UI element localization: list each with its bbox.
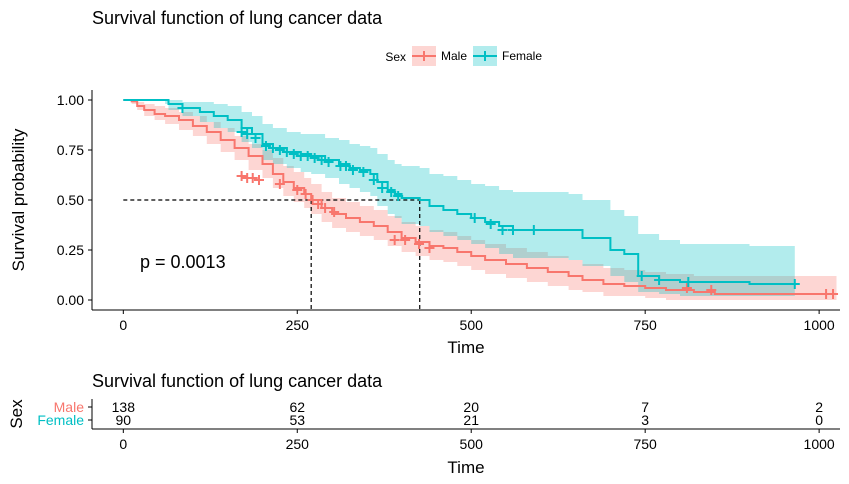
female-censor-mark xyxy=(260,141,271,151)
risk-count-female: 21 xyxy=(463,412,479,428)
male-censor-mark xyxy=(274,179,285,189)
x-tick-label: 750 xyxy=(633,317,657,333)
female-censor-mark xyxy=(507,225,518,235)
risk-count-female: 53 xyxy=(289,412,305,428)
female-censor-mark xyxy=(250,133,261,143)
legend-item-female: Female xyxy=(473,46,542,66)
female-survival-line xyxy=(123,99,795,285)
female-censor-mark xyxy=(236,127,247,137)
female-censor-mark xyxy=(683,277,694,287)
male-censor-mark xyxy=(706,285,717,295)
legend-key-censor xyxy=(419,51,429,61)
male-censor-mark xyxy=(389,235,400,245)
male-censor-mark xyxy=(253,175,264,185)
legend: Sex Male Female xyxy=(385,46,542,66)
y-tick-label: 0.50 xyxy=(57,192,84,208)
risk-table: Survival function of lung cancer data Ma… xyxy=(7,371,840,477)
female-confidence-band xyxy=(123,100,795,296)
risk-table-title: Survival function of lung cancer data xyxy=(92,371,383,391)
female-censor-mark xyxy=(393,191,404,201)
male-censor-mark xyxy=(400,235,411,245)
female-censor-mark xyxy=(347,165,358,175)
female-censor-mark xyxy=(323,157,334,167)
female-censor-mark xyxy=(340,161,351,171)
female-censor-mark xyxy=(528,225,539,235)
risk-count-male: 138 xyxy=(112,399,136,415)
female-censor-mark xyxy=(358,167,369,177)
p-value-annotation: p = 0.0013 xyxy=(140,252,226,272)
risk-x-tick-label: 0 xyxy=(119,436,127,452)
female-censor-mark xyxy=(377,183,388,193)
male-censor-mark xyxy=(329,207,340,217)
x-tick-label: 1000 xyxy=(804,317,835,333)
female-censor-mark xyxy=(177,103,188,113)
main-title: Survival function of lung cancer data xyxy=(92,8,383,28)
legend-key-censor xyxy=(480,51,490,61)
risk-x-tick-label: 750 xyxy=(633,436,657,452)
y-axis-label: Survival probability xyxy=(9,128,28,271)
male-censor-mark xyxy=(247,173,258,183)
male-confidence-band xyxy=(123,100,837,300)
risk-count-female: 3 xyxy=(641,412,649,428)
female-censor-mark xyxy=(281,147,292,157)
legend-item-male: Male xyxy=(412,46,467,66)
y-tick-label: 0.00 xyxy=(57,292,84,308)
male-censor-mark xyxy=(313,199,324,209)
risk-row-label-male: Male xyxy=(54,399,85,415)
risk-table-x-label: Time xyxy=(447,458,484,477)
y-tick-label: 0.75 xyxy=(57,142,84,158)
male-censor-mark xyxy=(828,289,839,299)
male-censor-mark xyxy=(320,203,331,213)
legend-title: Sex xyxy=(385,50,406,64)
male-censor-mark xyxy=(300,189,311,199)
risk-table-y-label: Sex xyxy=(7,399,26,429)
female-censor-mark xyxy=(302,151,313,161)
x-tick-label: 250 xyxy=(286,317,310,333)
male-censor-mark xyxy=(424,243,435,253)
y-tick-label: 0.25 xyxy=(57,242,84,258)
female-censor-mark xyxy=(274,145,285,155)
risk-x-tick-label: 500 xyxy=(460,436,484,452)
x-tick-label: 0 xyxy=(119,317,127,333)
female-censor-mark xyxy=(789,279,800,289)
risk-x-tick-label: 1000 xyxy=(804,436,835,452)
female-censor-mark xyxy=(316,155,327,165)
female-censor-mark xyxy=(386,187,397,197)
female-censor-mark xyxy=(469,213,480,223)
female-censor-mark xyxy=(497,225,508,235)
female-censor-mark xyxy=(267,143,278,153)
x-tick-label: 500 xyxy=(460,317,484,333)
risk-count-female: 0 xyxy=(815,412,823,428)
female-censor-mark xyxy=(242,129,253,139)
female-censor-mark xyxy=(485,219,496,229)
legend-label-male: Male xyxy=(441,49,467,63)
female-censor-mark xyxy=(654,275,665,285)
male-survival-line xyxy=(123,99,837,295)
female-censor-mark xyxy=(636,271,647,281)
male-censor-mark xyxy=(681,283,692,293)
risk-row-label-female: Female xyxy=(37,412,84,428)
survival-plot: Survival function of lung cancer data Se… xyxy=(9,8,840,357)
legend-label-female: Female xyxy=(502,49,542,63)
male-censor-mark xyxy=(292,185,303,195)
risk-count-male: 2 xyxy=(815,399,823,415)
risk-x-tick-label: 250 xyxy=(286,436,310,452)
male-censor-mark xyxy=(307,195,318,205)
risk-count-male: 7 xyxy=(641,399,649,415)
risk-count-female: 90 xyxy=(116,412,132,428)
x-axis-label: Time xyxy=(447,338,484,357)
female-censor-mark xyxy=(309,153,320,163)
y-tick-label: 1.00 xyxy=(57,92,84,108)
risk-count-male: 62 xyxy=(289,399,305,415)
male-censor-mark xyxy=(414,239,425,249)
risk-count-male: 20 xyxy=(463,399,479,415)
male-censor-mark xyxy=(236,171,247,181)
female-censor-mark xyxy=(368,175,379,185)
female-censor-mark xyxy=(288,149,299,159)
